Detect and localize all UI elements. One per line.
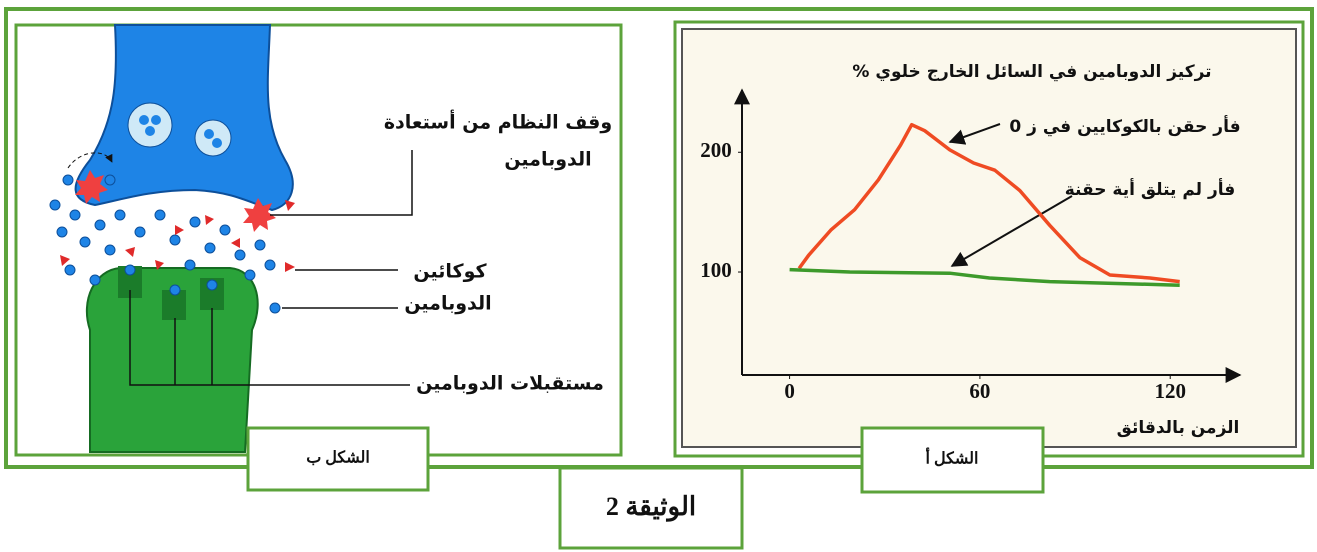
label-box [246,426,430,492]
dopamine-label: الدوبامين [404,293,491,315]
vesicle-dot [212,138,222,148]
x-tick-label: 60 [969,379,990,403]
figure-label: الشكل أ [926,447,979,468]
vesicle-dot [151,115,161,125]
dopamine-dots [49,174,281,314]
document-label: الوثيقة 2 [606,492,696,522]
synapse-diagram [49,24,413,453]
presynaptic-terminal [74,24,294,212]
label-box [558,466,744,550]
figure-label: الشكل ب [306,450,370,467]
series-line [797,122,1180,284]
annotation-arrow [948,123,1001,145]
x-tick-label: 0 [784,379,795,403]
label-box [860,426,1045,494]
x-tick-label: 120 [1154,379,1186,403]
transporter [243,198,276,232]
vesicle [127,102,173,148]
series-annotation: فأر لم يتلق أية حقنة [1065,178,1236,200]
y-tick-label: 100 [700,258,732,282]
pointer-line [129,290,410,386]
receptors-label: مستقبلات الدوبامين [416,373,604,395]
vesicle-dot [145,126,155,136]
chart-title: % تركيز الدوبامين في السائل الخارج خلوي [852,62,1211,82]
vesicle-dot [204,129,214,139]
reuptake-label: وقف النظام من أستعادة [384,110,612,134]
reuptake-arrow [67,152,113,169]
y-tick-label: 200 [700,138,732,162]
series-line [789,267,1180,287]
vesicle-dot [139,115,149,125]
chart-background [681,28,1297,448]
series-annotation: فأر حقن بالكوكايين في ز 0 [1009,115,1240,137]
reuptake-label: الدوبامين [504,149,591,171]
cocaine-triangles [60,200,295,272]
transporter [75,170,108,204]
annotation-arrow [950,195,1073,267]
cocaine-label: كوكائين [413,261,487,283]
pointer-line [270,150,413,216]
x-axis-label: الزمن بالدقائق [1117,418,1240,438]
vesicle [194,119,232,157]
